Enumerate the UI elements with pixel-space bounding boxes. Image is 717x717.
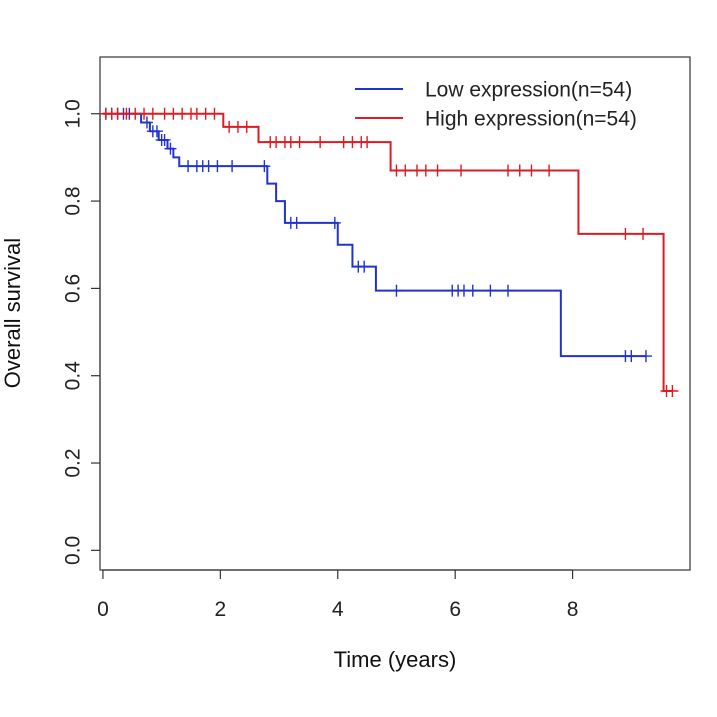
series-group — [99, 107, 652, 363]
survival-curves — [99, 107, 679, 397]
y-tick-label: 0.0 — [61, 536, 84, 565]
survival-curve-line — [102, 112, 673, 392]
censor-mark — [208, 107, 221, 120]
censor-mark — [328, 216, 341, 229]
axis-ticks: 0 2 4 6 8 0.0 0.2 0.4 0.6 0.8 1.0 — [61, 99, 578, 621]
censor-mark — [431, 164, 444, 177]
censor-mark — [390, 284, 403, 297]
censor-mark — [484, 284, 497, 297]
censor-mark — [502, 164, 515, 177]
censor-mark — [158, 133, 171, 146]
censor-mark — [455, 164, 468, 177]
y-tick-label: 0.8 — [61, 186, 84, 215]
censor-mark — [513, 164, 526, 177]
legend-label: High expression(n=54) — [425, 107, 637, 130]
censor-mark — [293, 136, 306, 149]
censor-mark — [211, 160, 224, 173]
censor-mark — [146, 107, 159, 120]
censor-mark — [637, 227, 650, 240]
censor-mark — [140, 116, 153, 129]
survival-curve-line — [102, 112, 646, 358]
censor-mark — [399, 164, 412, 177]
x-tick-label: 8 — [567, 598, 579, 621]
y-tick-label: 0.2 — [61, 448, 84, 477]
censor-mark — [361, 136, 374, 149]
censor-mark — [358, 260, 371, 273]
x-tick-label: 2 — [215, 598, 227, 621]
y-tick-label: 1.0 — [61, 99, 84, 128]
censor-mark — [466, 284, 479, 297]
censor-mark — [164, 142, 177, 155]
censor-mark — [226, 160, 239, 173]
legend-label: Low expression(n=54) — [425, 78, 632, 101]
x-tick-label: 4 — [332, 598, 344, 621]
censor-mark — [314, 136, 327, 149]
censor-mark — [619, 227, 632, 240]
series-group — [99, 107, 679, 397]
censor-mark — [240, 120, 253, 133]
x-axis-label: Time (years) — [334, 647, 457, 672]
y-tick-label: 0.4 — [61, 361, 84, 391]
censor-mark — [419, 164, 432, 177]
censor-mark — [625, 350, 638, 363]
y-tick-label: 0.6 — [61, 274, 84, 303]
censor-mark — [258, 160, 271, 173]
censor-mark — [150, 125, 163, 138]
y-axis-label: Overall survival — [0, 238, 25, 388]
plot-frame — [99, 56, 691, 571]
censor-mark — [502, 284, 515, 297]
censor-mark — [290, 216, 303, 229]
censor-mark — [525, 164, 538, 177]
x-tick-label: 0 — [97, 598, 109, 621]
x-tick-label: 6 — [449, 598, 461, 621]
censor-mark — [543, 164, 556, 177]
legend: Low expression(n=54) High expression(n=54… — [355, 78, 637, 130]
censor-mark — [666, 384, 679, 397]
censor-mark — [639, 350, 652, 363]
